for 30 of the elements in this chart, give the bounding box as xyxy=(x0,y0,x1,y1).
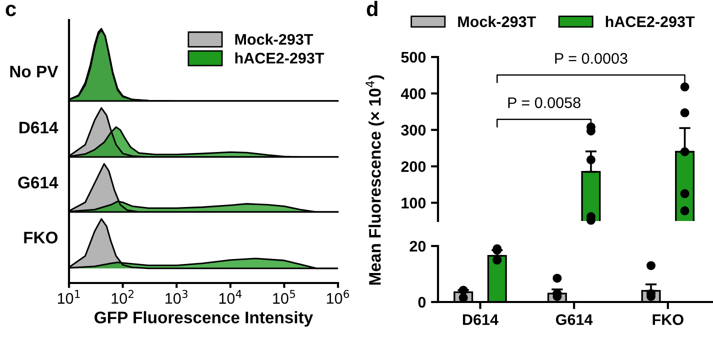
y-axis-title: G614 xyxy=(18,176,58,188)
legend-label: hACE2-293T xyxy=(606,16,695,28)
x-tick-label: 10$^{6}$ xyxy=(326,290,350,304)
x-tick-label: 10$^{4}$ xyxy=(219,290,242,304)
x-tick-label: G614 xyxy=(556,314,593,326)
y-axis-title: D614 xyxy=(20,122,58,134)
x-tick-label: 10$^{3}$ xyxy=(166,290,188,304)
x-tick-label: 10$^{2}$ xyxy=(112,290,134,304)
y-axis-title: No PV xyxy=(10,66,58,78)
chart-title: d xyxy=(366,0,378,16)
y-tick-label: 500 xyxy=(401,52,426,63)
y-axis-title: FKO xyxy=(24,232,58,244)
y-axis-title: Mean Fluorescence (× 10$^{4}$) xyxy=(366,75,384,285)
y-tick-label: 400 xyxy=(400,88,426,100)
legend-label: hACE2-293T xyxy=(235,52,324,64)
y-tick-label: 20 xyxy=(410,240,426,252)
y-tick-label: 0 xyxy=(418,296,426,308)
chart-title: c xyxy=(6,4,16,16)
legend-label: Mock-293T xyxy=(458,16,536,28)
y-tick-label: 100 xyxy=(402,198,426,208)
y-tick-label: 300 xyxy=(401,124,426,136)
x-axis-title: GFP Fluorescence Intensity xyxy=(94,311,314,327)
x-tick-label: 10$^{1}$ xyxy=(58,290,80,304)
x-tick-label: D614 xyxy=(462,314,498,326)
y-tick-label: 200 xyxy=(401,161,426,172)
annotation: P = 0.0058 xyxy=(508,97,580,108)
legend-label: Mock-293T xyxy=(235,34,314,45)
x-tick-label: 10$^{5}$ xyxy=(273,290,295,304)
annotation: P = 0.0003 xyxy=(555,53,628,64)
x-tick-label: FKO xyxy=(652,314,684,326)
